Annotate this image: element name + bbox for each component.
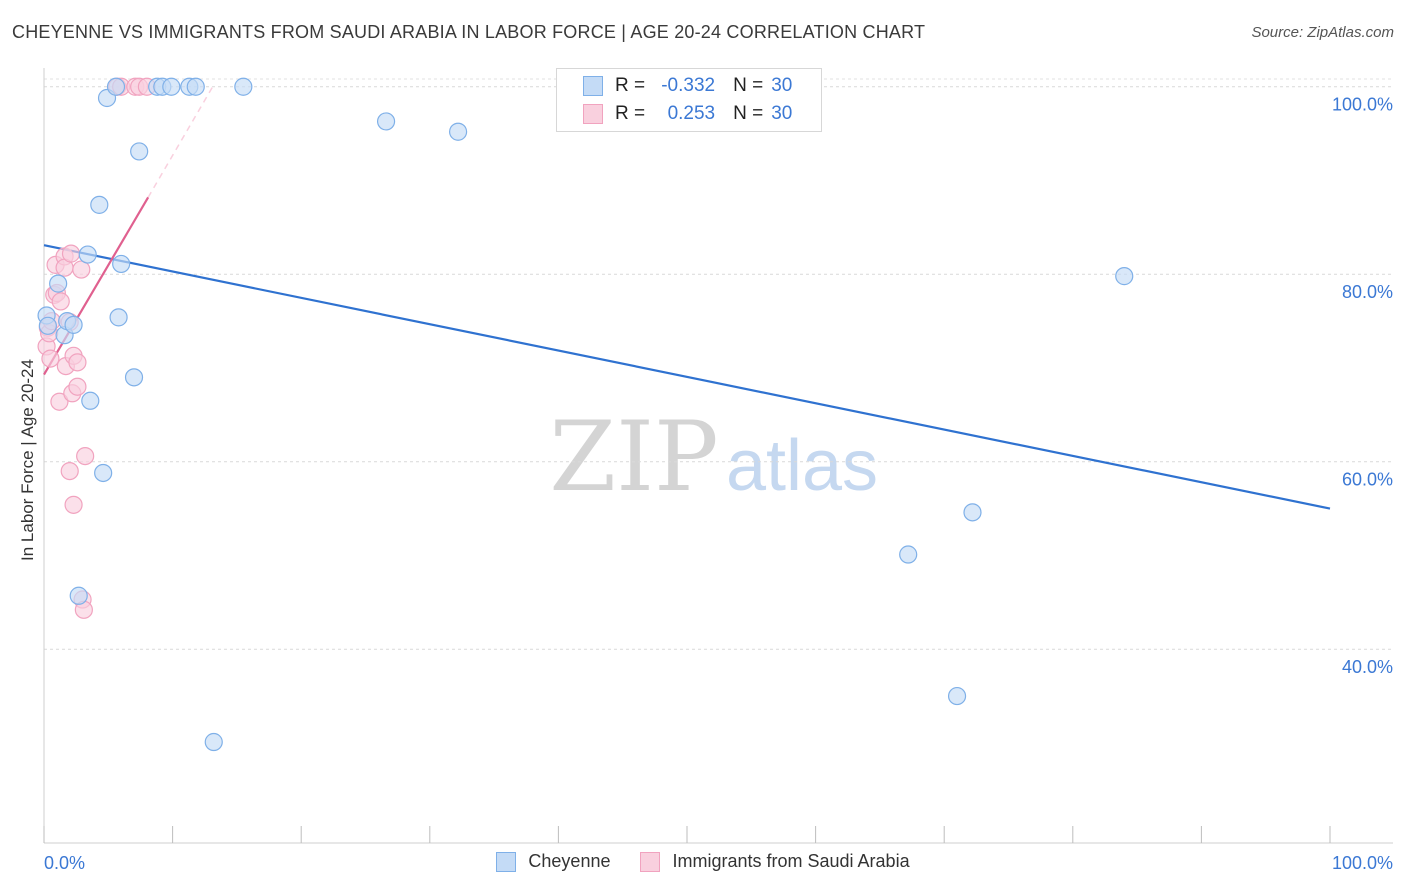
stats-row-saudi: R = 0.253 N = 30 <box>583 102 792 126</box>
cheyenne-point <box>124 368 144 387</box>
saudi-point <box>60 461 79 481</box>
y-tick-label: 80.0% <box>1342 282 1393 302</box>
legend-item-saudi[interactable]: Immigrants from Saudi Arabia <box>640 851 910 872</box>
saudi-swatch <box>583 104 603 124</box>
cheyenne-point <box>899 545 918 564</box>
cheyenne-point <box>109 308 128 327</box>
chart-title: CHEYENNE VS IMMIGRANTS FROM SAUDI ARABIA… <box>12 22 926 42</box>
cheyenne-point <box>69 586 88 605</box>
saudi-point <box>61 244 81 263</box>
legend-item-cheyenne[interactable]: Cheyenne <box>496 851 610 872</box>
cheyenne-point <box>204 732 223 752</box>
r-value: 0.253 <box>667 103 716 124</box>
cheyenne-point <box>64 315 83 334</box>
cheyenne-point <box>90 195 109 214</box>
x-tick-label: 0.0% <box>44 853 85 873</box>
cheyenne-swatch <box>583 76 603 96</box>
watermark-zip: ZIP <box>549 401 718 513</box>
cheyenne-point <box>186 77 205 96</box>
y-tick-label: 40.0% <box>1342 657 1393 677</box>
cheyenne-point <box>448 122 468 141</box>
saudi-point <box>41 349 60 368</box>
trend-line-1 <box>43 196 150 376</box>
cheyenne-point <box>38 316 57 335</box>
source-label: Source: ZipAtlas.com <box>1251 24 1394 41</box>
trend-line-0 <box>43 244 1331 510</box>
saudi-swatch <box>640 851 661 872</box>
r-label: R = <box>615 103 646 124</box>
cheyenne-point <box>49 274 68 293</box>
cheyenne-point <box>81 391 100 410</box>
watermark-atlas: atlas <box>726 426 878 506</box>
cheyenne-point <box>162 77 181 96</box>
n-value: 30 <box>771 103 793 124</box>
saudi-point <box>72 260 91 279</box>
cheyenne-point <box>78 245 97 264</box>
n-value: 30 <box>771 75 793 96</box>
cheyenne-point <box>1115 267 1134 286</box>
y-tick-label: 60.0% <box>1342 470 1393 490</box>
cheyenne-point <box>963 503 982 522</box>
x-tick-label: 100.0% <box>1332 853 1393 873</box>
cheyenne-point <box>94 463 113 483</box>
series-legend: Cheyenne Immigrants from Saudi Arabia <box>0 851 1406 872</box>
cheyenne-point <box>234 77 253 96</box>
r-label: R = <box>615 75 646 96</box>
saudi-point <box>50 392 69 411</box>
watermark: ZIP atlas <box>549 401 878 513</box>
cheyenne-point <box>112 254 131 274</box>
y-axis-label: In Labor Force | Age 20-24 <box>18 359 37 561</box>
n-label: N = <box>733 103 764 124</box>
n-label: N = <box>733 75 764 96</box>
legend-label: Immigrants from Saudi Arabia <box>672 851 910 871</box>
saudi-point <box>51 292 70 311</box>
saudi-point <box>76 446 95 466</box>
stats-row-cheyenne: R = -0.332 N = 30 <box>583 74 792 98</box>
trend-line-extension-1 <box>147 84 215 198</box>
stats-legend: R = -0.332 N = 30 R = 0.253 N = 30 <box>556 68 822 132</box>
saudi-point <box>68 377 87 396</box>
saudi-point <box>68 353 87 372</box>
legend-label: Cheyenne <box>528 851 611 871</box>
cheyenne-point <box>947 686 967 706</box>
saudi-point <box>64 495 83 514</box>
cheyenne-point <box>106 77 126 96</box>
r-value: -0.332 <box>661 75 716 96</box>
cheyenne-point <box>376 112 396 131</box>
cheyenne-swatch <box>496 851 517 872</box>
y-tick-label: 100.0% <box>1332 95 1393 115</box>
cheyenne-point <box>130 142 149 161</box>
